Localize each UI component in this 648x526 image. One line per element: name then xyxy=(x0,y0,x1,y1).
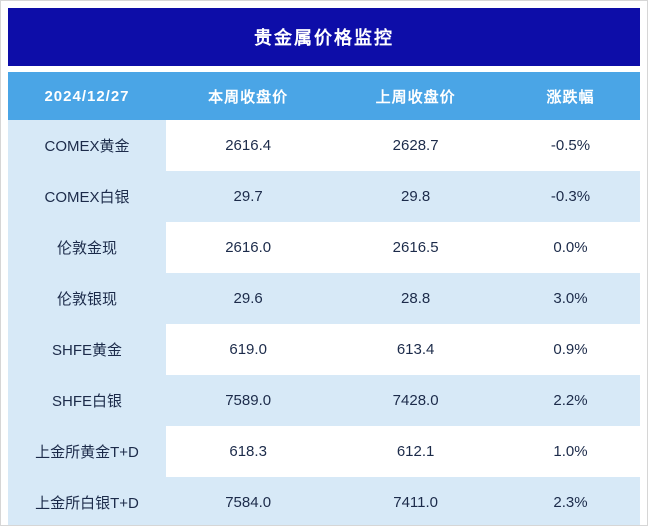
table-row: 上金所白银T+D 7584.0 7411.0 2.3% xyxy=(8,477,640,525)
instrument-name: SHFE黄金 xyxy=(8,324,166,375)
change-pct: -0.3% xyxy=(500,171,640,222)
table-row: COMEX白银 29.7 29.8 -0.3% xyxy=(8,171,640,222)
table-row: 伦敦银现 29.6 28.8 3.0% xyxy=(8,273,640,324)
change-pct: 1.0% xyxy=(500,426,640,477)
header-change-pct: 涨跌幅 xyxy=(500,72,640,120)
last-week-close: 29.8 xyxy=(330,171,501,222)
this-week-close: 2616.0 xyxy=(166,222,331,273)
change-pct: 2.3% xyxy=(500,477,640,525)
change-pct: 2.2% xyxy=(500,375,640,426)
this-week-close: 7584.0 xyxy=(166,477,331,525)
instrument-name: 上金所黄金T+D xyxy=(8,426,166,477)
table-row: SHFE黄金 619.0 613.4 0.9% xyxy=(8,324,640,375)
table-row: SHFE白银 7589.0 7428.0 2.2% xyxy=(8,375,640,426)
header-this-week-close: 本周收盘价 xyxy=(166,72,331,120)
table-row: COMEX黄金 2616.4 2628.7 -0.5% xyxy=(8,120,640,171)
header-date: 2024/12/27 xyxy=(8,72,166,120)
change-pct: 0.0% xyxy=(500,222,640,273)
last-week-close: 613.4 xyxy=(330,324,501,375)
page-title: 贵金属价格监控 xyxy=(8,8,640,66)
last-week-close: 2628.7 xyxy=(330,120,501,171)
header-row: 2024/12/27 本周收盘价 上周收盘价 涨跌幅 xyxy=(8,72,640,120)
price-table: 2024/12/27 本周收盘价 上周收盘价 涨跌幅 COMEX黄金 2616.… xyxy=(8,72,640,525)
table-row: 上金所黄金T+D 618.3 612.1 1.0% xyxy=(8,426,640,477)
change-pct: -0.5% xyxy=(500,120,640,171)
instrument-name: COMEX白银 xyxy=(8,171,166,222)
change-pct: 0.9% xyxy=(500,324,640,375)
change-pct: 3.0% xyxy=(500,273,640,324)
this-week-close: 7589.0 xyxy=(166,375,331,426)
table-row: 伦敦金现 2616.0 2616.5 0.0% xyxy=(8,222,640,273)
instrument-name: 伦敦金现 xyxy=(8,222,166,273)
this-week-close: 2616.4 xyxy=(166,120,331,171)
instrument-name: SHFE白银 xyxy=(8,375,166,426)
instrument-name: COMEX黄金 xyxy=(8,120,166,171)
last-week-close: 2616.5 xyxy=(330,222,501,273)
instrument-name: 伦敦银现 xyxy=(8,273,166,324)
this-week-close: 619.0 xyxy=(166,324,331,375)
this-week-close: 29.7 xyxy=(166,171,331,222)
this-week-close: 618.3 xyxy=(166,426,331,477)
last-week-close: 28.8 xyxy=(330,273,501,324)
last-week-close: 7428.0 xyxy=(330,375,501,426)
instrument-name: 上金所白银T+D xyxy=(8,477,166,525)
this-week-close: 29.6 xyxy=(166,273,331,324)
last-week-close: 612.1 xyxy=(330,426,501,477)
last-week-close: 7411.0 xyxy=(330,477,501,525)
header-last-week-close: 上周收盘价 xyxy=(330,72,501,120)
